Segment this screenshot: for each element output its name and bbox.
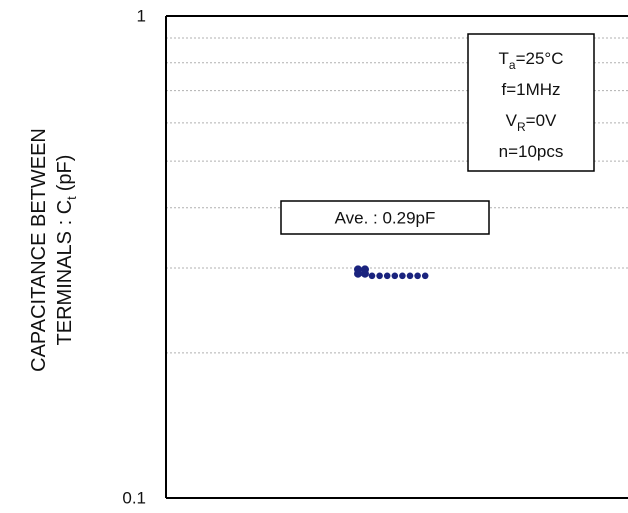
- data-point: [368, 272, 376, 280]
- y-tick-label-1: 1: [137, 7, 146, 26]
- condition-temperature-sub: a: [509, 58, 516, 72]
- average-annotation-text: Ave. : 0.29pF: [335, 209, 436, 228]
- y-axis-title: CAPACITANCE BETWEEN TERMINALS : Ct (pF): [28, 128, 79, 372]
- data-point: [414, 272, 421, 280]
- y-axis-title-main: TERMINALS : C: [54, 200, 76, 346]
- data-point: [406, 272, 414, 280]
- data-point: [361, 269, 369, 278]
- conditions-legend: Ta=25°C f=1MHz VR=0V n=10pcs: [467, 33, 595, 172]
- average-annotation: Ave. : 0.29pF: [280, 200, 490, 235]
- data-points: [354, 265, 429, 280]
- average-annotation-box: [280, 200, 490, 235]
- condition-temperature-value: =25°C: [516, 49, 564, 68]
- y-axis-title-line2: TERMINALS : Ct (pF): [54, 155, 79, 346]
- data-point: [383, 272, 391, 280]
- y-axis-title-line1: CAPACITANCE BETWEEN: [28, 128, 50, 372]
- y-tick-label-0-1: 0.1: [122, 489, 146, 508]
- data-point: [399, 272, 406, 280]
- data-point: [391, 272, 399, 280]
- condition-temperature: Ta=25°C: [499, 49, 564, 72]
- y-axis-title-subscript: t: [64, 196, 79, 200]
- condition-sample-count: n=10pcs: [499, 142, 564, 161]
- data-point: [376, 272, 383, 280]
- condition-voltage-sub: R: [517, 120, 526, 134]
- conditions-legend-box: [467, 33, 595, 172]
- condition-frequency: f=1MHz: [501, 80, 560, 99]
- condition-reverse-voltage: VR=0V: [506, 111, 557, 134]
- data-point: [354, 269, 362, 278]
- condition-voltage-main: V: [506, 111, 518, 130]
- condition-temperature-main: T: [499, 49, 509, 68]
- y-axis-title-unit: (pF): [54, 155, 76, 192]
- data-point: [421, 272, 429, 280]
- condition-voltage-value: =0V: [526, 111, 557, 130]
